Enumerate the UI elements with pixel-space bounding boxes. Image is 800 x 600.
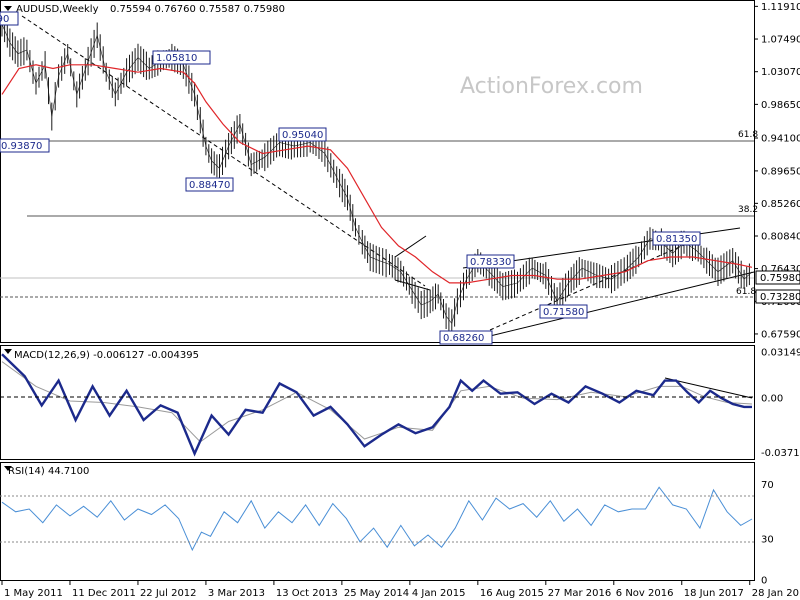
label-0-88470: 0.88470 bbox=[189, 180, 230, 191]
label-0-68260: 0.68260 bbox=[443, 333, 484, 344]
fib-label-618-upper: 61.8 bbox=[738, 130, 758, 140]
x-tick-label: 3 Mar 2013 bbox=[208, 588, 265, 599]
price-close-line bbox=[1, 24, 753, 325]
price-tick-label: 0.89650 bbox=[761, 166, 800, 177]
macd-tick-label: -0.037164 bbox=[761, 448, 800, 459]
horizontal-lines: 61.8 38.2 61.8 bbox=[0, 130, 758, 298]
current-price-tag: 0.75980 bbox=[760, 273, 800, 284]
label-0-71580: 0.71580 bbox=[543, 307, 584, 318]
label-box-0-95040 bbox=[278, 127, 327, 142]
price-tags: 0.75980 0.73280 bbox=[755, 270, 800, 304]
price-tick-label: 0.80840 bbox=[761, 232, 800, 243]
label-box-0-71580 bbox=[539, 304, 588, 319]
label-box-0-88470 bbox=[185, 177, 234, 192]
dashed-uptrend-line bbox=[489, 237, 701, 331]
macd-title: MACD(12,26,9) -0.006127 -0.004395 bbox=[14, 350, 199, 361]
x-tick-label: 22 Jul 2012 bbox=[140, 588, 197, 599]
x-tick-label: 27 Mar 2016 bbox=[548, 588, 611, 599]
symbol-header: AUDUSD,Weekly bbox=[16, 4, 99, 15]
annotations: 1.10790 1.05810 0.93870 0.88470 0.95040 … bbox=[0, 11, 701, 345]
label-box-0-93870 bbox=[0, 138, 50, 153]
price-tick-label: 0.76430 bbox=[761, 264, 800, 275]
dashed-downtrend-line bbox=[21, 15, 426, 287]
label-box-1-05810 bbox=[152, 50, 211, 65]
label-1-10790: 1.10790 bbox=[0, 14, 9, 25]
macd-line bbox=[1, 353, 752, 457]
price-tick-label: 0.98650 bbox=[761, 100, 800, 111]
watermark: ActionForex.com bbox=[460, 74, 643, 99]
support-tag-box bbox=[755, 289, 800, 304]
macd-series bbox=[1, 353, 753, 457]
x-tick-label: 13 Oct 2013 bbox=[276, 588, 338, 599]
label-box-0-78330 bbox=[466, 254, 515, 269]
channel-lower-line bbox=[489, 271, 755, 337]
label-box-0-81350 bbox=[652, 231, 701, 246]
wedge-line-1 bbox=[394, 235, 427, 258]
x-tick-label: 28 Jan 2018 bbox=[752, 588, 800, 599]
x-tick-label: 25 May 2014 bbox=[344, 588, 409, 599]
label-box-0-68260 bbox=[439, 330, 493, 345]
x-tick-label: 16 Aug 2015 bbox=[480, 588, 544, 599]
x-axis: 1 May 2011 11 Dec 2011 22 Jul 2012 3 Mar 20… bbox=[1, 581, 800, 599]
rsi-tick-label: 0 bbox=[761, 576, 767, 587]
price-tick-label: 0.67590 bbox=[761, 329, 800, 340]
x-tick-label: 1 May 2011 bbox=[4, 588, 63, 599]
rsi-line bbox=[1, 486, 753, 552]
dropdown-triangle-icon[interactable] bbox=[4, 6, 12, 11]
x-tick-label: 11 Dec 2011 bbox=[72, 588, 136, 599]
label-0-95040: 0.95040 bbox=[282, 130, 323, 141]
price-panel bbox=[0, 0, 755, 343]
fib-label-382: 38.2 bbox=[738, 205, 758, 215]
ohlc-header: 0.75594 0.76760 0.75587 0.75980 bbox=[110, 4, 285, 15]
rsi-tick-label: 30 bbox=[761, 535, 774, 546]
moving-average-line bbox=[1, 64, 753, 284]
label-0-78330: 0.78330 bbox=[470, 257, 511, 268]
rsi-y-axis: 70 30 0 bbox=[761, 480, 774, 587]
header: AUDUSD,Weekly 0.75594 0.76760 0.75587 0.… bbox=[4, 4, 285, 15]
price-tick-label: 0.94100 bbox=[761, 134, 800, 145]
macd-y-axis: 0.031493 0.00 -0.037164 bbox=[761, 348, 800, 459]
rsi-series bbox=[1, 486, 753, 552]
x-tick-label: 4 Jan 2015 bbox=[412, 588, 466, 599]
price-tick-label: 0.85260 bbox=[761, 199, 800, 210]
rsi-tick-label: 70 bbox=[761, 480, 774, 491]
x-tick-label: 18 Jun 2017 bbox=[684, 588, 744, 599]
macd-tick-label: 0.031493 bbox=[761, 348, 800, 359]
support-tag: 0.73280 bbox=[760, 292, 800, 303]
rsi-collapse-icon[interactable] bbox=[4, 466, 12, 471]
x-tick-label: 6 Nov 2016 bbox=[616, 588, 674, 599]
fib-label-618-lower: 61.8 bbox=[736, 287, 756, 297]
label-0-93870: 0.93870 bbox=[1, 141, 42, 152]
current-price-tag-box bbox=[755, 270, 800, 285]
macd-tick-label: 0.00 bbox=[761, 394, 783, 405]
macd-collapse-icon[interactable] bbox=[4, 349, 12, 354]
macd-panel bbox=[0, 345, 755, 460]
price-tick-label: 1.03070 bbox=[761, 67, 800, 78]
macd-divergence-line bbox=[664, 377, 753, 399]
label-1-05810: 1.05810 bbox=[156, 53, 197, 64]
moving-average-series bbox=[1, 64, 753, 284]
price-tick-label: 1.11910 bbox=[761, 2, 800, 13]
label-0-81350: 0.81350 bbox=[656, 234, 697, 245]
label-box-1-10790 bbox=[0, 11, 19, 26]
rsi-panel bbox=[0, 462, 755, 581]
price-tick-label: 1.07490 bbox=[761, 35, 800, 46]
rsi-title: RSI(14) 44.7100 bbox=[8, 466, 89, 477]
